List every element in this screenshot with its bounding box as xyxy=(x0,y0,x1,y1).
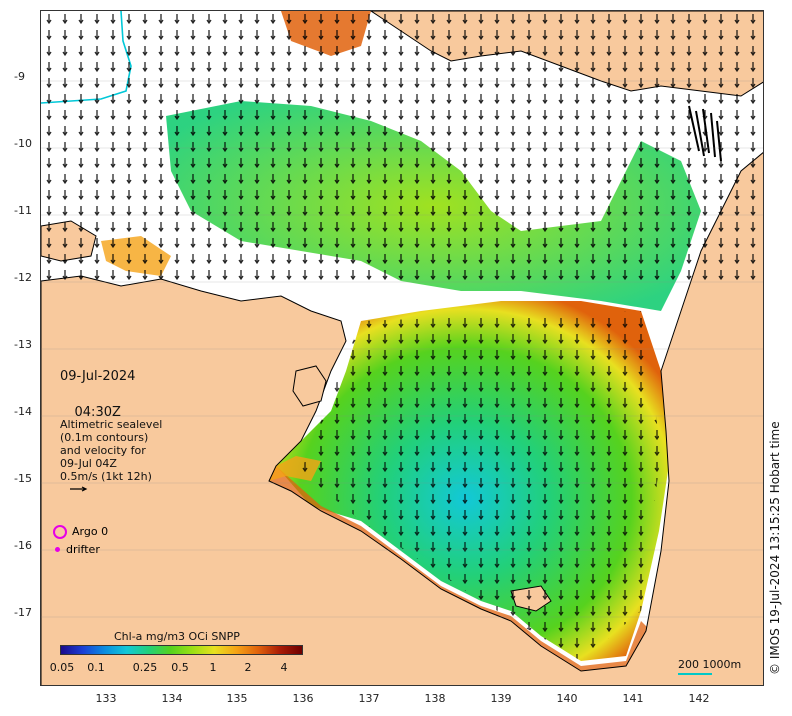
colorbar-tick: 2 xyxy=(244,661,252,674)
lon-tick-134: 134 xyxy=(161,692,183,705)
lat-tick-16: -16 xyxy=(14,539,32,552)
lon-tick-135: 135 xyxy=(226,692,248,705)
imos-credit: © IMOS 19-Jul-2024 13:15:25 Hobart time xyxy=(768,421,782,675)
lat-tick-12: -12 xyxy=(14,271,32,284)
map-panel xyxy=(40,10,764,686)
velocity-arrows-north xyxy=(41,11,763,281)
map-time: 04:30Z xyxy=(74,405,121,420)
lat-tick-11: -11 xyxy=(14,204,32,217)
lat-tick-15: -15 xyxy=(14,472,32,485)
colorbar-tick: 0.1 xyxy=(87,661,105,674)
lat-tick-14: -14 xyxy=(14,405,32,418)
colorbar-tick: 0.5 xyxy=(171,661,189,674)
lon-tick-138: 138 xyxy=(424,692,446,705)
land-groote-eylandt xyxy=(292,365,327,407)
velocity-scale-arrow-icon xyxy=(70,486,88,492)
strong-current-cluster xyxy=(688,105,722,162)
bathymetry-scale-label: 200 1000m xyxy=(678,658,742,671)
graticule xyxy=(41,80,763,618)
colorbar-tick: 4 xyxy=(280,661,288,674)
colorbar xyxy=(60,645,303,655)
map-date: 09-Jul-2024 xyxy=(60,369,136,384)
colorbar-tick: 1 xyxy=(209,661,217,674)
bathymetry-scale-line xyxy=(678,673,712,675)
lon-tick-139: 139 xyxy=(490,692,512,705)
argo-float-icon xyxy=(53,525,67,539)
lon-tick-137: 137 xyxy=(358,692,380,705)
drifter-icon xyxy=(55,547,60,552)
velocity-arrows-gulf xyxy=(301,311,661,661)
lat-tick-10: -10 xyxy=(14,137,32,150)
colorbar-tick: 0.05 xyxy=(49,661,75,674)
lon-tick-136: 136 xyxy=(292,692,314,705)
lat-tick-13: -13 xyxy=(14,338,32,351)
lat-tick-9: -9 xyxy=(14,70,25,83)
lat-tick-17: -17 xyxy=(14,606,32,619)
chlorophyll-map xyxy=(41,11,763,685)
lon-tick-140: 140 xyxy=(556,692,578,705)
argo-label: Argo 0 xyxy=(72,525,109,538)
colorbar-title: Chl-a mg/m3 OCi SNPP xyxy=(114,630,240,643)
drifter-label: drifter xyxy=(66,543,100,556)
timestamp-block: 09-Jul-2024 04:30Z xyxy=(60,350,135,440)
colorbar-tick: 0.25 xyxy=(132,661,158,674)
lon-tick-141: 141 xyxy=(622,692,644,705)
lon-tick-142: 142 xyxy=(688,692,710,705)
altimetry-legend-text: Altimetric sealevel (0.1m contours) and … xyxy=(60,418,163,483)
lon-tick-133: 133 xyxy=(95,692,117,705)
